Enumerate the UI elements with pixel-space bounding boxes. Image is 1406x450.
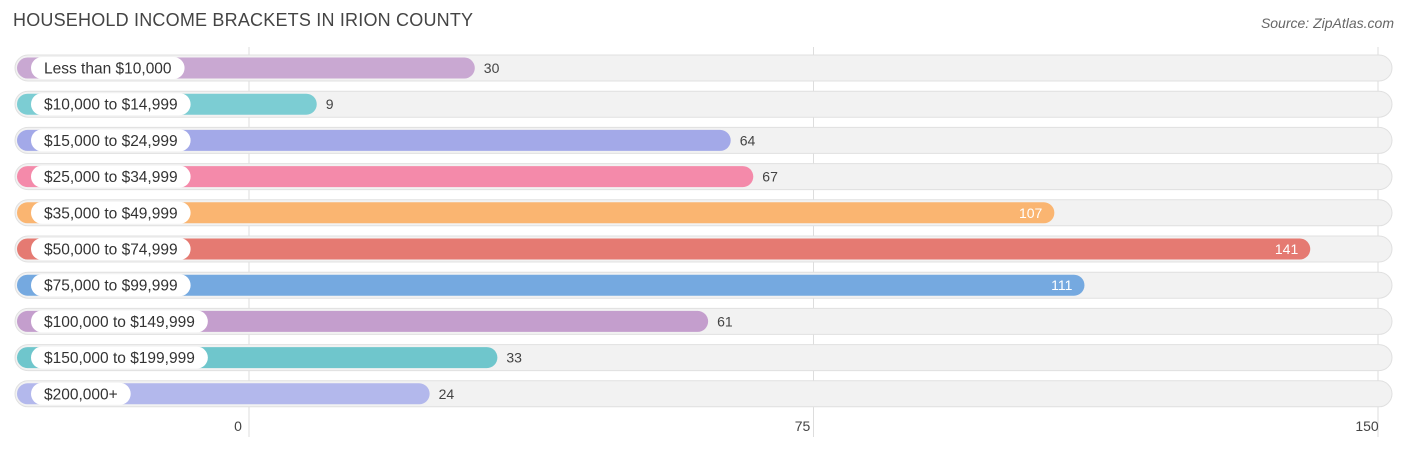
tick-label: 75 (795, 418, 811, 434)
value-label: 141 (1275, 241, 1299, 257)
category-label: $50,000 to $74,999 (44, 242, 178, 259)
bar-row: $75,000 to $99,999 111 (14, 271, 1393, 299)
bar-row: Less than $10,000 30 (14, 54, 1393, 82)
category-pill (31, 346, 208, 369)
chart-source: Source: ZipAtlas.com (1260, 15, 1394, 31)
category-pill (31, 93, 191, 116)
bar (17, 129, 731, 151)
bar-row: $200,000+ 24 (14, 380, 1393, 408)
bar (17, 274, 1085, 296)
category-label: $100,000 to $149,999 (44, 314, 195, 331)
category-label: $200,000+ (44, 386, 118, 403)
category-label: $25,000 to $34,999 (44, 169, 178, 186)
bar (17, 166, 754, 188)
category-pill (31, 57, 185, 79)
category-label: $75,000 to $99,999 (44, 278, 178, 295)
value-label: 24 (439, 386, 455, 402)
value-label: 61 (717, 313, 733, 329)
tick-label: 150 (1355, 418, 1379, 434)
category-pill (31, 382, 131, 405)
value-label: 30 (484, 60, 500, 76)
value-label: 64 (740, 132, 756, 148)
bar-row: $35,000 to $49,999 107 (14, 199, 1393, 227)
tick-label: 0 (234, 418, 242, 434)
bar-row: $10,000 to $14,999 9 (14, 90, 1393, 118)
chart-title: HOUSEHOLD INCOME BRACKETS IN IRION COUNT… (13, 10, 474, 30)
bar-row: $50,000 to $74,999 141 (14, 235, 1393, 263)
bar-track (14, 90, 1393, 118)
bar-row: $15,000 to $24,999 64 (14, 126, 1393, 154)
category-pill (31, 310, 208, 333)
category-pill (31, 201, 191, 224)
category-pill (31, 274, 191, 297)
category-label: $15,000 to $24,999 (44, 133, 178, 150)
category-label: $150,000 to $199,999 (44, 350, 195, 367)
category-pill (31, 165, 191, 188)
value-label: 9 (326, 96, 334, 112)
bar (17, 202, 1055, 224)
value-label: 111 (1051, 277, 1072, 293)
category-pill (31, 238, 191, 260)
category-label: $10,000 to $14,999 (44, 97, 178, 114)
bar-row: $25,000 to $34,999 67 (14, 163, 1393, 191)
bar (17, 238, 1311, 260)
category-label: $35,000 to $49,999 (44, 205, 178, 222)
category-label: Less than $10,000 (44, 61, 172, 78)
bar-row: $100,000 to $149,999 61 (14, 307, 1393, 335)
bar-row: $150,000 to $199,999 33 (14, 344, 1393, 372)
value-label: 67 (762, 169, 778, 185)
value-label: 107 (1019, 205, 1043, 221)
value-label: 33 (506, 350, 522, 366)
category-pill (31, 129, 191, 152)
